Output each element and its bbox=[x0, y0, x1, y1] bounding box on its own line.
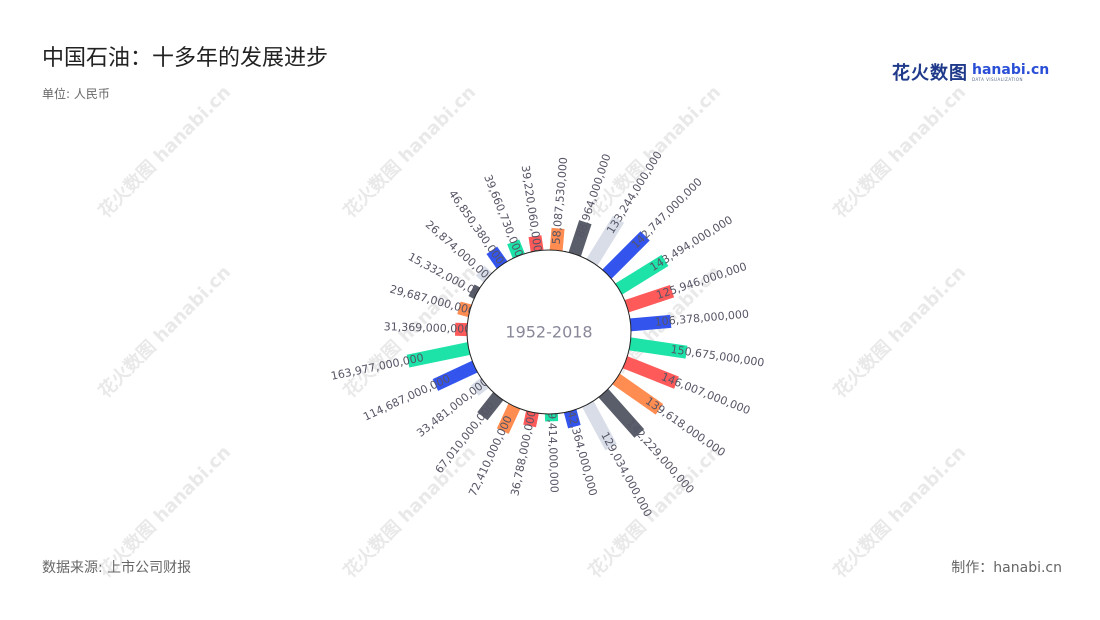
bar-22 bbox=[567, 220, 592, 261]
bar-26 bbox=[620, 285, 675, 314]
logo-english-block: hanabi.cn DATA VISUALIZATION bbox=[972, 63, 1049, 82]
unit-label: 单位: 人民币 bbox=[42, 87, 110, 101]
bar-2 bbox=[619, 354, 679, 389]
bar-9 bbox=[496, 399, 522, 434]
bar-value-label-0: 106,378,000,000 bbox=[654, 308, 749, 329]
bar-13 bbox=[406, 341, 474, 368]
bar-24 bbox=[599, 231, 650, 282]
logo-chinese-text: 花火数图 bbox=[892, 63, 968, 84]
chart-title: 中国石油：十多年的发展进步 bbox=[42, 46, 329, 71]
logo-tagline: DATA VISUALIZATION bbox=[972, 76, 1024, 82]
bar-25 bbox=[611, 254, 669, 297]
bar-3 bbox=[609, 371, 664, 415]
data-source: 数据来源: 上市公司财报 bbox=[42, 560, 192, 576]
bar-21 bbox=[549, 227, 565, 255]
bar-12 bbox=[432, 359, 482, 391]
bar-value-label-14: 31,369,000,000 bbox=[384, 320, 472, 336]
bar-0 bbox=[626, 314, 672, 332]
bar-value-label-1: 150,675,000,000 bbox=[670, 343, 765, 370]
bar-4 bbox=[595, 385, 645, 438]
logo-english-text: hanabi.cn bbox=[972, 61, 1050, 78]
bar-23 bbox=[584, 215, 625, 270]
bar-value-label-20: 39,220,060,000 bbox=[519, 164, 545, 252]
bar-value-label-21: 58,087,530,000 bbox=[550, 157, 571, 245]
bar-1 bbox=[625, 336, 688, 359]
center-label: 1952-2018 bbox=[505, 323, 592, 342]
bar-value-label-7: 19,414,000,000 bbox=[545, 405, 561, 493]
bar-value-label-26: 125,946,000,000 bbox=[655, 260, 749, 302]
credit-line: 制作：hanabi.cn bbox=[951, 560, 1062, 576]
brand-logo: 花火数图 hanabi.cn DATA VISUALIZATION bbox=[892, 59, 1049, 85]
bar-5 bbox=[580, 397, 617, 451]
center-circle bbox=[466, 249, 632, 415]
